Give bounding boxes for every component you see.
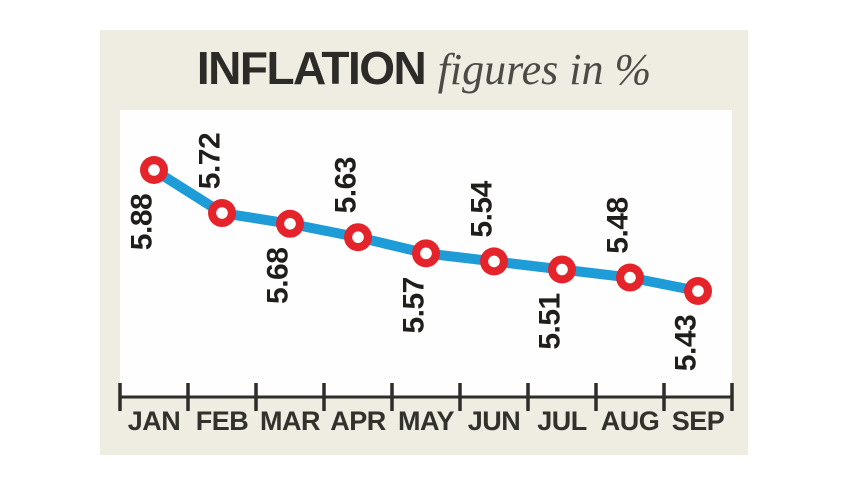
- value-label: 5.57: [398, 277, 431, 333]
- month-label: MAR: [260, 406, 320, 436]
- value-label: 5.68: [262, 248, 295, 304]
- inflation-infographic-card: INFLATION figures in % JAN FEB MAR APR MAY JU…: [100, 30, 748, 455]
- chart-title-main: INFLATION: [196, 42, 427, 94]
- value-label: 5.48: [602, 197, 635, 253]
- data-point-hole: [692, 285, 704, 297]
- data-point-hole: [488, 255, 500, 268]
- value-label: 5.88: [126, 194, 159, 250]
- data-point-hole: [624, 271, 636, 284]
- month-label: SEP: [672, 406, 725, 436]
- inflation-line-chart: JAN FEB MAR APR MAY JUN JUL AUG SEP 5.88 5.72 5.68 5…: [118, 110, 734, 436]
- chart-title-sub: figures in %: [437, 45, 652, 94]
- data-point-hole: [420, 247, 432, 260]
- value-label: 5.54: [466, 180, 499, 237]
- month-label: APR: [330, 406, 386, 436]
- month-label: JAN: [128, 406, 181, 436]
- value-label: 5.63: [330, 157, 363, 213]
- value-label: 5.72: [194, 133, 227, 189]
- data-point-hole: [556, 263, 568, 276]
- data-point-hole: [148, 164, 160, 176]
- value-label: 5.51: [534, 293, 567, 349]
- data-point-hole: [216, 207, 228, 219]
- chart-title: INFLATION figures in %: [100, 40, 748, 108]
- month-label: FEB: [196, 406, 249, 436]
- month-label: MAY: [398, 406, 455, 436]
- month-label: JUN: [468, 406, 521, 436]
- month-label: AUG: [601, 406, 660, 436]
- data-point-hole: [352, 231, 364, 244]
- value-label: 5.43: [670, 315, 703, 371]
- month-label: JUL: [537, 406, 587, 436]
- data-point-hole: [284, 217, 296, 230]
